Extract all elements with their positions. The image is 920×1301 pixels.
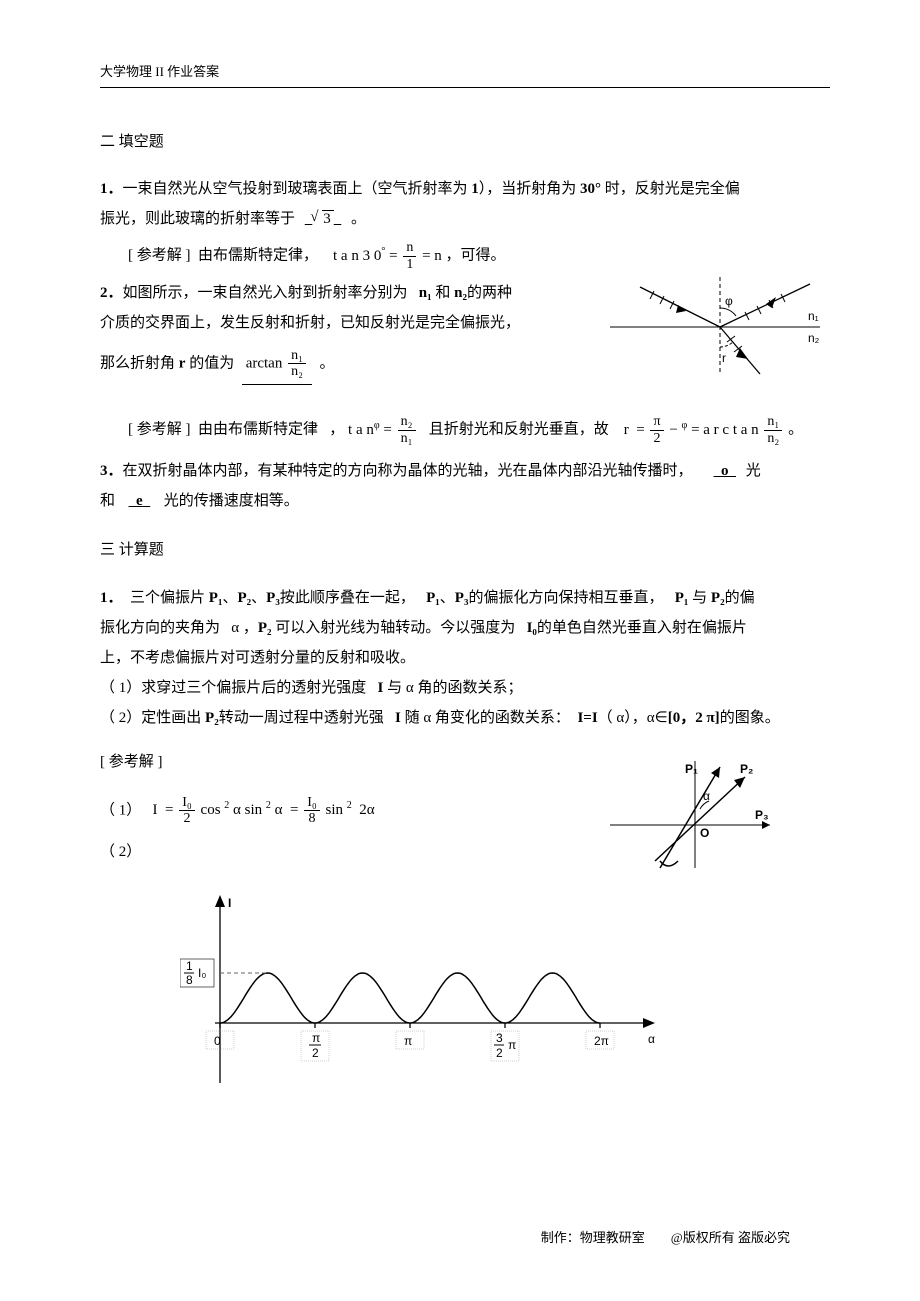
q2-1-solution: [ 参考解 ] 由布儒斯特定律， t a n 3 0° = n1 = n ，可得… [100,240,830,272]
q-text: 光 [746,463,761,479]
q-text: 介质的交界面上，发生反射和折射，已知反射光是完全偏振光， [100,315,520,331]
svg-text:2: 2 [496,1046,503,1060]
svg-text:0: 0 [214,1034,221,1048]
arctan: arctan [246,355,283,371]
sol-text: ， [329,422,344,438]
q-number: 1． [100,181,123,197]
header-rule [100,87,830,88]
q3-1: 1． 三个偏振片 P₁、P₂、P₃按此顺序叠在一起， P₁、P₃的偏振化方向保持… [100,583,830,733]
svg-text:π: π [404,1034,412,1048]
q-text: 光的传播速度相等。 [164,493,299,509]
q-text: 振化方向的夹角为 [100,620,220,636]
n2-label: n₂ [808,331,820,345]
sol-label: [ 参考解 ] [128,422,191,438]
subq-text: 转动一周过程中透射光强 [219,710,384,726]
subq-num: （ 2） [100,710,141,726]
q-text: 一束自然光从空气投射到玻璃表面上（空气折射率为 [123,181,468,197]
sol-text: 由由布儒斯特定律 [198,422,318,438]
footer-copyright: @版权所有 盗版必究 [671,1230,790,1245]
q-text: ），当折射角为 [479,181,577,197]
n1: n₁ [419,285,432,301]
answer-blank: 3 [299,211,348,227]
svg-text:2π: 2π [594,1034,609,1048]
q-text: 那么折射角 [100,355,175,371]
p3-label: P₃ [755,808,769,822]
svg-text:I₀: I₀ [198,966,206,980]
q-text: 如图所示，一束自然光入射到折射率分别为 [123,285,408,301]
r: r [179,355,186,371]
sol-text: ，可得。 [446,248,506,264]
q-text: 上，不考虑偏振片对可透射分量的反射和吸收。 [100,650,415,666]
q-text: 在双折射晶体内部，有某种特定的方向称为晶体的光轴，光在晶体内部沿光轴传播时， [123,463,693,479]
q2-3: 3．在双折射晶体内部，有某种特定的方向称为晶体的光轴，光在晶体内部沿光轴传播时，… [100,456,830,516]
footer-credit: 制作：物理教研室 [541,1230,645,1245]
subq-text: （ α），α∈ [598,710,668,726]
intensity-chart: 18I₀ 0π2π32π2π I α [180,873,830,1114]
page-footer: 制作：物理教研室 @版权所有 盗版必究 [541,1226,790,1251]
q-text: 振光，则此玻璃的折射率等于 [100,211,295,227]
section-2-title: 二 填空题 [100,128,830,157]
svg-text:3: 3 [496,1031,503,1045]
subq-text: 的图象。 [720,710,780,726]
period: 。 [319,355,334,371]
phi-label: φ [725,294,733,308]
r-label: r [722,351,726,365]
q-text: 的偏振化方向保持相互垂直， [468,590,663,606]
n2: n₂ [454,285,467,301]
svg-text:2: 2 [312,1046,319,1060]
alpha-label: α [703,789,710,803]
equation: t a nφ = n₂n₁ [348,422,421,438]
q-text: 按此顺序叠在一起， [280,590,415,606]
q-text: 的两种 [467,285,512,301]
q2-2-solution: [ 参考解 ] 由由布儒斯特定律 ， t a nφ = n₂n₁ 且折射光和反射… [100,414,830,446]
q-number: 2． [100,285,123,301]
sol-label: [ 参考解 ] [128,248,191,264]
n1-label: n₁ [808,309,819,323]
q-text: 。 [351,211,366,227]
o-label: O [700,826,709,840]
section-3-title: 三 计算题 [100,536,830,565]
svg-text:π: π [508,1038,516,1052]
sol-text: 且折射光和反射光垂直，故 [429,422,609,438]
q2-2-figure: φ r n₁ n₂ [600,272,830,393]
equation: t a n 3 0° = n1 = n [333,248,446,264]
q-text: 三个偏振片 [130,590,205,606]
subq-text: 求穿过三个偏振片后的透射光强度 [141,680,366,696]
equation: r = π2 − φ = a r c t a n n₁n₂ [624,422,788,438]
equation: I = I₀2 cos 2 α sin 2 α = I₀8 sin 2 2α [153,802,375,818]
answer-blank: o [708,463,743,479]
period: 。 [788,422,803,438]
and: 和 [435,285,450,301]
svg-text:α: α [648,1032,655,1046]
svg-text:1: 1 [186,959,193,973]
svg-text:8: 8 [186,973,193,987]
q-number: 3． [100,463,123,479]
subq-text: 随 α 角变化的函数关系： [405,710,570,726]
subq-num: （ 1） [100,680,141,696]
angle: 30° [580,181,601,197]
sol-text: 由布儒斯特定律， [198,248,318,264]
p2-label: P₂ [740,762,753,776]
part-num: （ 1） [100,802,141,818]
q-text: 与 [692,590,707,606]
p1-label: P₁ [685,762,698,776]
subq-text: 定性画出 [141,710,201,726]
q-text: 的单色自然光垂直入射在偏振片 [537,620,747,636]
q-text: 可以入射光线为轴转动。今以强度为 [275,620,515,636]
svg-text:I: I [228,896,231,910]
answer-blank: e [123,493,157,509]
page-header: 大学物理 II 作业答案 [100,60,830,85]
q-text: 的偏 [725,590,755,606]
svg-text:π: π [312,1031,320,1045]
q-number: 1． [100,590,123,606]
q-text: 时，反射光是完全偏 [605,181,740,197]
q2-1: 1．一束自然光从空气投射到玻璃表面上（空气折射率为 1），当折射角为 30° 时… [100,174,830,234]
q-text: 的值为 [189,355,234,371]
polarizer-figure: P₁ P₂ P₃ O α [600,753,780,884]
value: 1 [471,181,479,197]
subq-text: 与 α 角的函数关系； [387,680,522,696]
q-text: 和 [100,493,115,509]
